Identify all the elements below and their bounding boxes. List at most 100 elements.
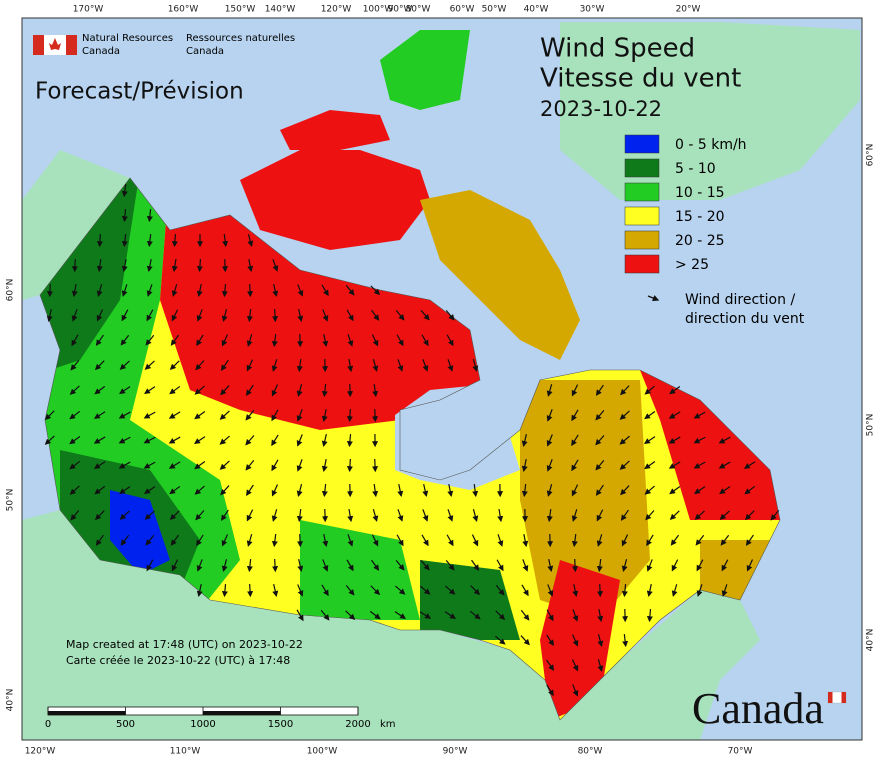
wind-arrow: [646, 534, 654, 547]
wind-arrow: [71, 258, 78, 273]
wind-arrow: [546, 659, 555, 671]
wind-arrow: [296, 484, 303, 497]
wind-arrow: [219, 460, 230, 470]
wind-arrow: [669, 510, 680, 521]
wind-arrow: [246, 308, 253, 323]
lon-label: 50°W: [482, 5, 507, 15]
wind-arrow: [171, 559, 179, 572]
wind-arrow: [222, 233, 229, 248]
wind-arrow: [546, 609, 554, 622]
wind-arrow: [421, 534, 429, 547]
wind-arrow: [422, 359, 429, 372]
wind-arrow: [371, 309, 380, 321]
wind-arrow: [670, 534, 680, 546]
wind-arrow: [247, 283, 254, 298]
wind-arrow: [546, 484, 553, 497]
wind-arrow: [220, 385, 230, 396]
wind-arrow: [668, 461, 681, 469]
wind-arrow: [170, 534, 180, 546]
wind-arrow: [396, 334, 404, 347]
wind-arrow: [619, 410, 630, 420]
wind-arrow: [572, 584, 579, 598]
wind-arrow: [571, 484, 579, 497]
wind-arrow: [572, 684, 579, 697]
wind-arrow: [146, 233, 153, 248]
wind-arrow: [69, 410, 81, 420]
wind-arrow: [146, 559, 154, 572]
wind-arrow: [595, 484, 604, 496]
wind-arrow: [346, 408, 353, 423]
wind-arrow: [743, 461, 756, 469]
wind-arrow: [121, 208, 128, 223]
wind-arrow: [169, 385, 181, 395]
wind-arrow: [494, 635, 506, 645]
wind-arrow: [71, 283, 78, 298]
wind-arrow: [119, 510, 130, 520]
wind-arrow: [296, 409, 303, 422]
wind-arrow: [296, 508, 303, 523]
wind-arrow: [296, 434, 303, 447]
wind-arrow: [422, 509, 429, 522]
wind-arrow: [220, 509, 229, 521]
scale-label: 2000: [345, 719, 370, 730]
wind-arrow: [644, 485, 655, 495]
wind-arrow: [597, 608, 604, 623]
wind-arrow: [419, 611, 432, 619]
wind-arrow: [93, 436, 106, 444]
wind-arrow: [394, 611, 406, 620]
wind-arrow: [219, 410, 230, 420]
wind-arrow: [621, 583, 628, 598]
wind-arrow: [221, 559, 228, 572]
lon-label: 170°W: [73, 5, 104, 15]
wind-arrow: [420, 560, 430, 571]
wind-arrow: [321, 383, 328, 398]
wind-arrow: [546, 434, 553, 447]
wind-arrow: [620, 385, 630, 396]
wind-arrow: [70, 509, 80, 521]
wind-arrow: [397, 484, 404, 498]
wind-arrow: [297, 533, 304, 548]
wind-arrow: [146, 309, 154, 322]
agency-en: Natural Resources: [82, 33, 173, 44]
zone-5-10: [420, 560, 520, 640]
wind-arrow: [445, 309, 455, 321]
wind-arrow: [395, 585, 406, 595]
wind-arrow: [546, 684, 554, 697]
wind-arrow: [297, 584, 304, 597]
wind-arrow: [194, 485, 205, 495]
date: 2023-10-22: [540, 97, 662, 121]
subtitle: Forecast/Prévision: [35, 79, 244, 105]
ellesmere-island: [380, 30, 470, 110]
wind-arrow: [46, 309, 53, 323]
wind-arrow: [720, 534, 730, 546]
wind-arrow: [447, 509, 454, 522]
wind-arrow: [196, 334, 204, 347]
wind-arrow: [196, 559, 203, 572]
wind-arrow: [521, 483, 528, 498]
wind-arrow: [396, 534, 404, 547]
wind-arrow: [272, 584, 279, 598]
wind-arrow: [245, 435, 255, 446]
wind-arrow: [596, 534, 603, 547]
wind-arrow: [744, 510, 755, 521]
legend-label: 5 - 10: [675, 161, 716, 177]
wind-arrow: [320, 609, 330, 621]
wind-arrow: [370, 585, 381, 596]
wind-arrow: [271, 533, 278, 548]
wind-arrow: [546, 384, 553, 397]
wind-arrow: [645, 510, 655, 521]
wind-arrow: [322, 334, 329, 348]
wind-arrow: [497, 508, 504, 523]
wind-arrow: [372, 383, 379, 398]
wind-arrow: [571, 533, 578, 548]
wind-arrow: [94, 385, 106, 395]
legend: 0 - 5 km/h 5 - 10 10 - 15 15 - 20 20 - 25 > 2…: [624, 134, 747, 274]
wind-arrow: [595, 459, 605, 471]
wind-arrow: [69, 435, 81, 445]
wordmark: Canada: [692, 684, 824, 733]
wind-arrow: [695, 534, 705, 546]
wind-arrow: [121, 233, 128, 248]
wind-arrow: [321, 284, 329, 297]
wind-arrow: [745, 534, 754, 546]
wind-arrow: [171, 258, 178, 273]
